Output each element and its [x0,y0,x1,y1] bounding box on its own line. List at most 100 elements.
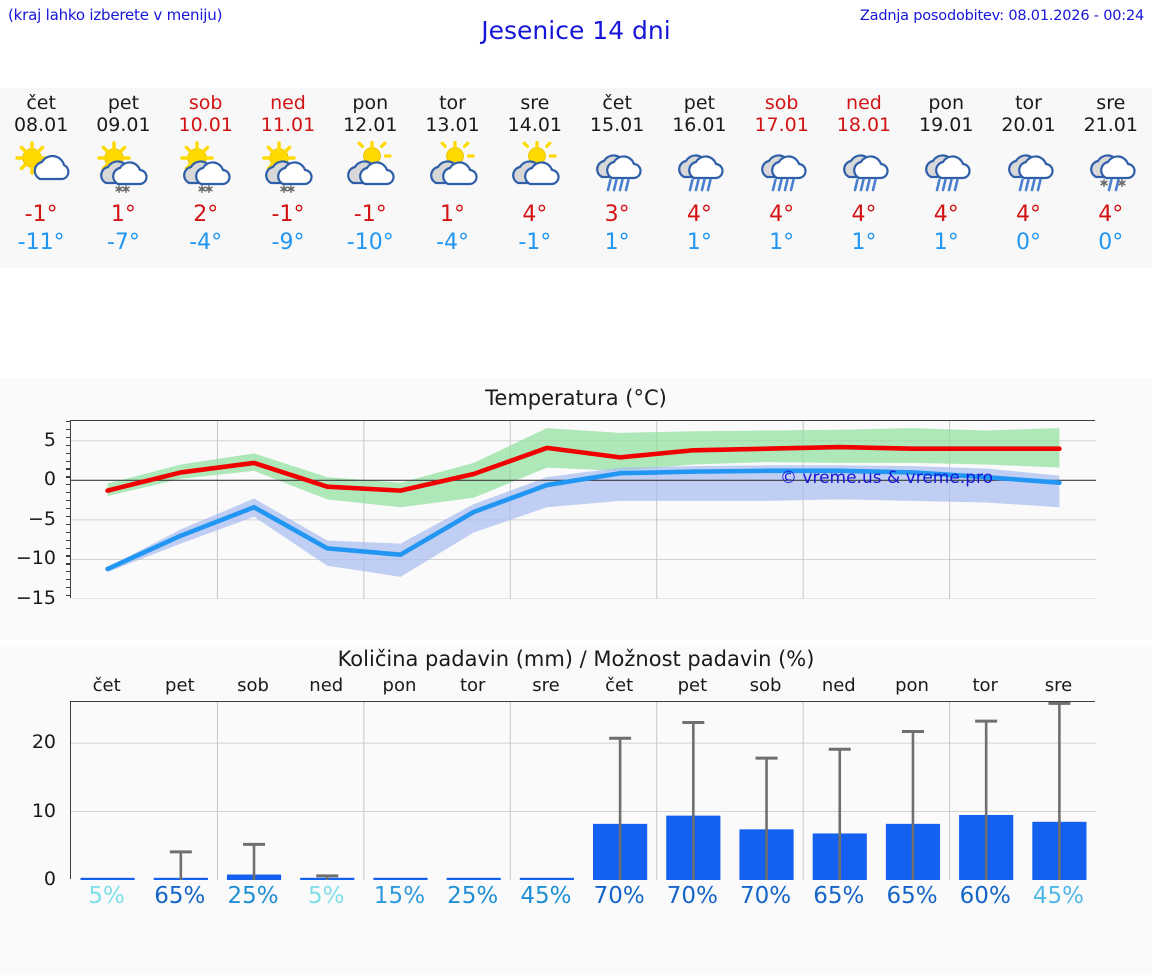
temperature-y-tick: −15 [15,587,56,609]
temperature-axis-tick [66,555,71,557]
day-min-temperature: -11° [17,230,65,255]
temperature-chart-title: Temperatura (°C) [485,386,667,410]
precipitation-y-axis-labels: 20 10 0 [0,701,62,890]
day-column[interactable]: tor 20.01 4° 0° [987,88,1069,268]
sun-cloud-snow-icon [165,139,247,197]
cloud-rain-icon [987,139,1069,197]
temperature-axis-tick [66,579,71,581]
temperature-axis-tick [66,500,71,502]
precipitation-probability-value: 5% [88,883,125,909]
temperature-axis-tick [66,421,71,423]
precipitation-day-label: pon [895,675,929,696]
day-of-week-label: tor [1015,92,1042,114]
precipitation-day-label: čet [92,675,121,696]
day-column[interactable]: sob 10.01 2° -4° [165,88,247,268]
precipitation-y-tick: 0 [43,868,56,890]
page-header: (kraj lahko izberete v meniju) Jesenice … [0,0,1152,76]
temperature-axis-tick [66,484,71,486]
temperature-axis-tick [66,468,71,470]
sun-cloud-snow-icon [247,139,329,197]
day-date-label: 16.01 [672,114,727,136]
day-column[interactable]: pon 12.01 -1° -10° [329,88,411,268]
precipitation-y-tick: 20 [31,731,56,754]
cloud-rain-icon [741,139,823,197]
day-max-temperature: 4° [933,202,959,227]
precipitation-probability-value: 5% [308,883,345,909]
precipitation-day-label: sre [1044,675,1073,696]
day-column[interactable]: sob 17.01 4° 1° [741,88,823,268]
day-max-temperature: 1° [440,202,466,227]
precipitation-probability-value: 65% [813,883,865,909]
precipitation-day-label: ned [309,675,344,696]
day-column[interactable]: tor 13.01 1° -4° [411,88,493,268]
day-column[interactable]: ned 18.01 4° 1° [823,88,905,268]
precipitation-probability-value: 70% [740,883,792,909]
temperature-axis-tick [66,531,71,533]
day-date-label: 09.01 [96,114,151,136]
day-column[interactable]: pon 19.01 4° 1° [905,88,987,268]
day-date-label: 20.01 [1001,114,1056,136]
temperature-plot-area [66,420,1096,599]
day-of-week-label: sob [764,92,799,114]
day-column[interactable]: čet 15.01 3° 1° [576,88,658,268]
cloud-rain-snow-icon [1070,139,1152,197]
precipitation-day-label: pon [382,675,417,696]
day-date-label: 13.01 [425,114,480,136]
day-of-week-label: čet [602,92,632,114]
precipitation-probability-value: 45% [520,883,572,909]
day-max-temperature: 4° [769,202,795,227]
temperature-axis-tick [66,595,71,597]
precipitation-probability-value: 65% [154,883,206,909]
day-min-temperature: 1° [686,230,712,255]
day-column[interactable]: ned 11.01 -1° -9° [247,88,329,268]
temperature-y-tick: 0 [43,468,56,491]
day-min-temperature: 1° [769,230,795,255]
precipitation-day-label: pet [677,675,708,696]
cloud-sun-icon [411,139,493,197]
temperature-y-tick: 5 [43,428,56,451]
day-date-label: 12.01 [343,114,398,136]
temperature-axis-tick [66,563,71,565]
temperature-axis-tick [66,460,71,462]
day-min-temperature: 0° [1016,230,1042,255]
day-column[interactable]: pet 16.01 4° 1° [658,88,740,268]
precipitation-day-label: sre [532,675,560,696]
cloud-rain-icon [823,139,905,197]
temperature-y-axis-labels: 5 0 −5 −10 −15 [0,420,62,609]
day-min-temperature: -4° [436,230,470,255]
day-min-temperature: -4° [189,230,223,255]
temperature-axis-tick [66,523,71,526]
day-date-label: 15.01 [589,114,645,136]
day-column[interactable]: čet 08.01 -1° -11° [0,88,82,268]
day-column[interactable]: sre 14.01 4° -1° [494,88,576,268]
precipitation-day-label: pet [165,675,195,696]
precipitation-day-label: čet [605,675,634,696]
day-max-temperature: 1° [110,202,136,227]
day-date-label: 08.01 [13,114,69,136]
precipitation-probability-value: 65% [886,883,938,909]
temperature-axis-tick [66,571,71,573]
day-min-temperature: -7° [106,230,140,255]
cloud-rain-icon [905,139,987,197]
day-max-temperature: 4° [851,202,877,227]
sun-cloud-snow-icon [82,139,164,197]
day-of-week-label: čet [26,92,56,114]
day-date-label: 18.01 [836,114,892,136]
precipitation-probability-value: 25% [227,883,279,909]
temperature-chart-section: Temperatura (°C) 5 0 −5 −10 −15 [0,378,1152,640]
day-date-label: 10.01 [178,114,233,136]
page-title: Jesenice 14 dni [481,16,671,45]
precipitation-probability-value: 15% [373,883,426,909]
day-of-week-label: ned [270,92,306,114]
day-min-temperature: 1° [851,230,877,255]
temperature-axis-tick [66,436,71,438]
day-column[interactable]: sre 21.01 4° 0° [1070,88,1152,268]
day-min-temperature: -9° [271,230,305,255]
day-of-week-label: ned [846,92,882,114]
cloud-rain-icon [658,139,740,197]
temperature-axis-tick [66,587,71,589]
day-column[interactable]: pet 09.01 1° -7° [82,88,164,268]
day-min-temperature: -10° [346,230,394,255]
day-of-week-label: pon [928,92,965,114]
precipitation-probability-value: 25% [447,883,499,909]
